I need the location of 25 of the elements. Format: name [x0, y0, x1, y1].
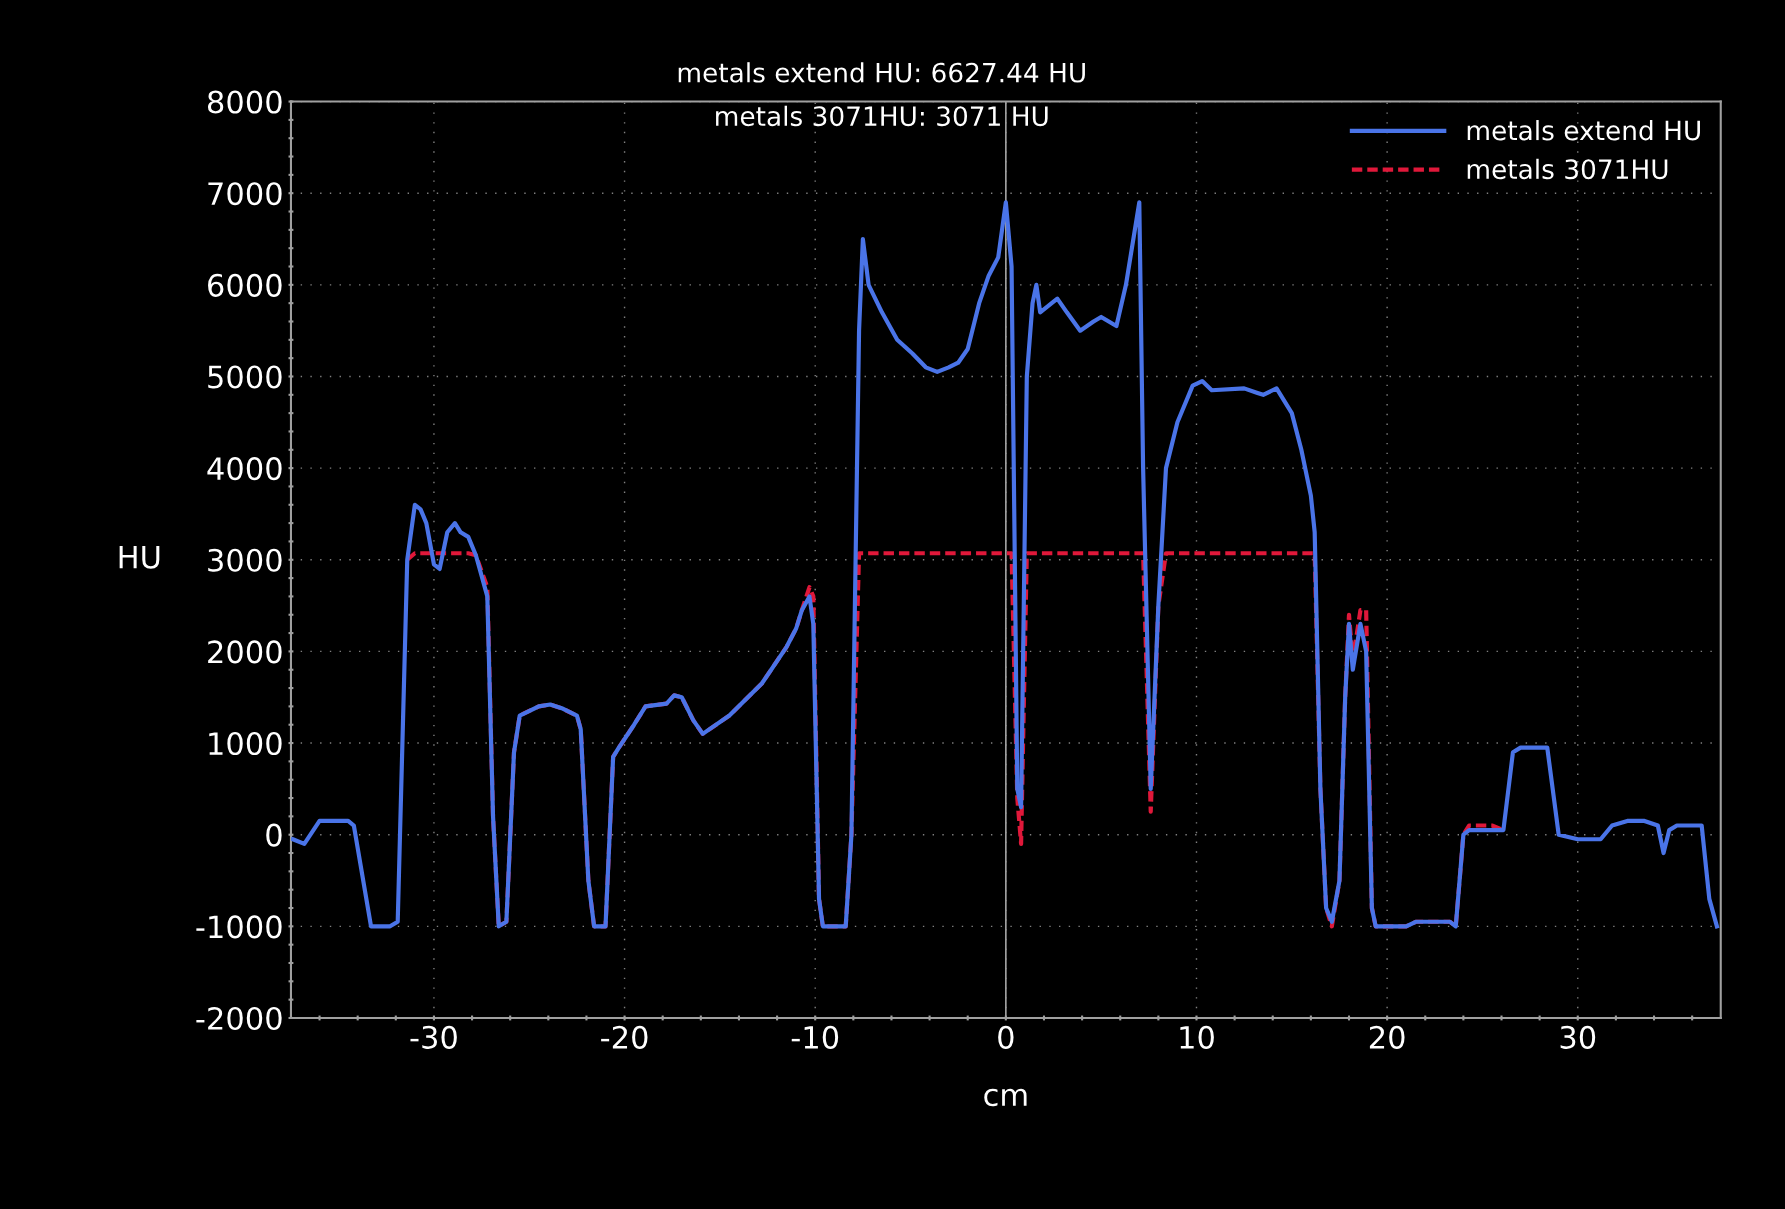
x-tick-label: 0: [998, 1025, 1014, 1049]
y-tick-label: 3000: [208, 548, 282, 572]
y-tick-label: 5000: [208, 365, 282, 389]
legend-label: metals 3071HU: [1467, 158, 1668, 180]
y-tick-label: 7000: [208, 182, 282, 206]
x-tick-label: -30: [410, 1025, 457, 1049]
y-tick-label: 1000: [209, 731, 282, 756]
x-tick-label: -20: [601, 1025, 648, 1049]
legend-label: metals extend HU: [1467, 120, 1700, 141]
y-axis-title: HU: [119, 545, 160, 569]
x-axis-title: cm: [984, 1088, 1027, 1107]
x-tick-label: -10: [791, 1025, 839, 1049]
y-tick-label: -2000: [196, 1006, 282, 1031]
line-series: [290, 200, 1720, 929]
x-tick-label: 30: [1560, 1025, 1596, 1049]
y-tick-label: -1000: [196, 915, 282, 939]
y-tick-label: 0: [266, 823, 282, 847]
y-tick-label: 8000: [207, 90, 282, 114]
x-tick-label: 20: [1369, 1025, 1405, 1049]
x-tick-label: 10: [1180, 1025, 1214, 1049]
y-tick-label: 4000: [207, 457, 282, 481]
y-tick-label: 2000: [208, 640, 282, 664]
text: metals extend HU: 6627.44 HU: [678, 62, 1085, 83]
annotation: metals 3071HU: 3071 HU: [716, 105, 1048, 127]
y-tick-label: 6000: [208, 273, 282, 297]
